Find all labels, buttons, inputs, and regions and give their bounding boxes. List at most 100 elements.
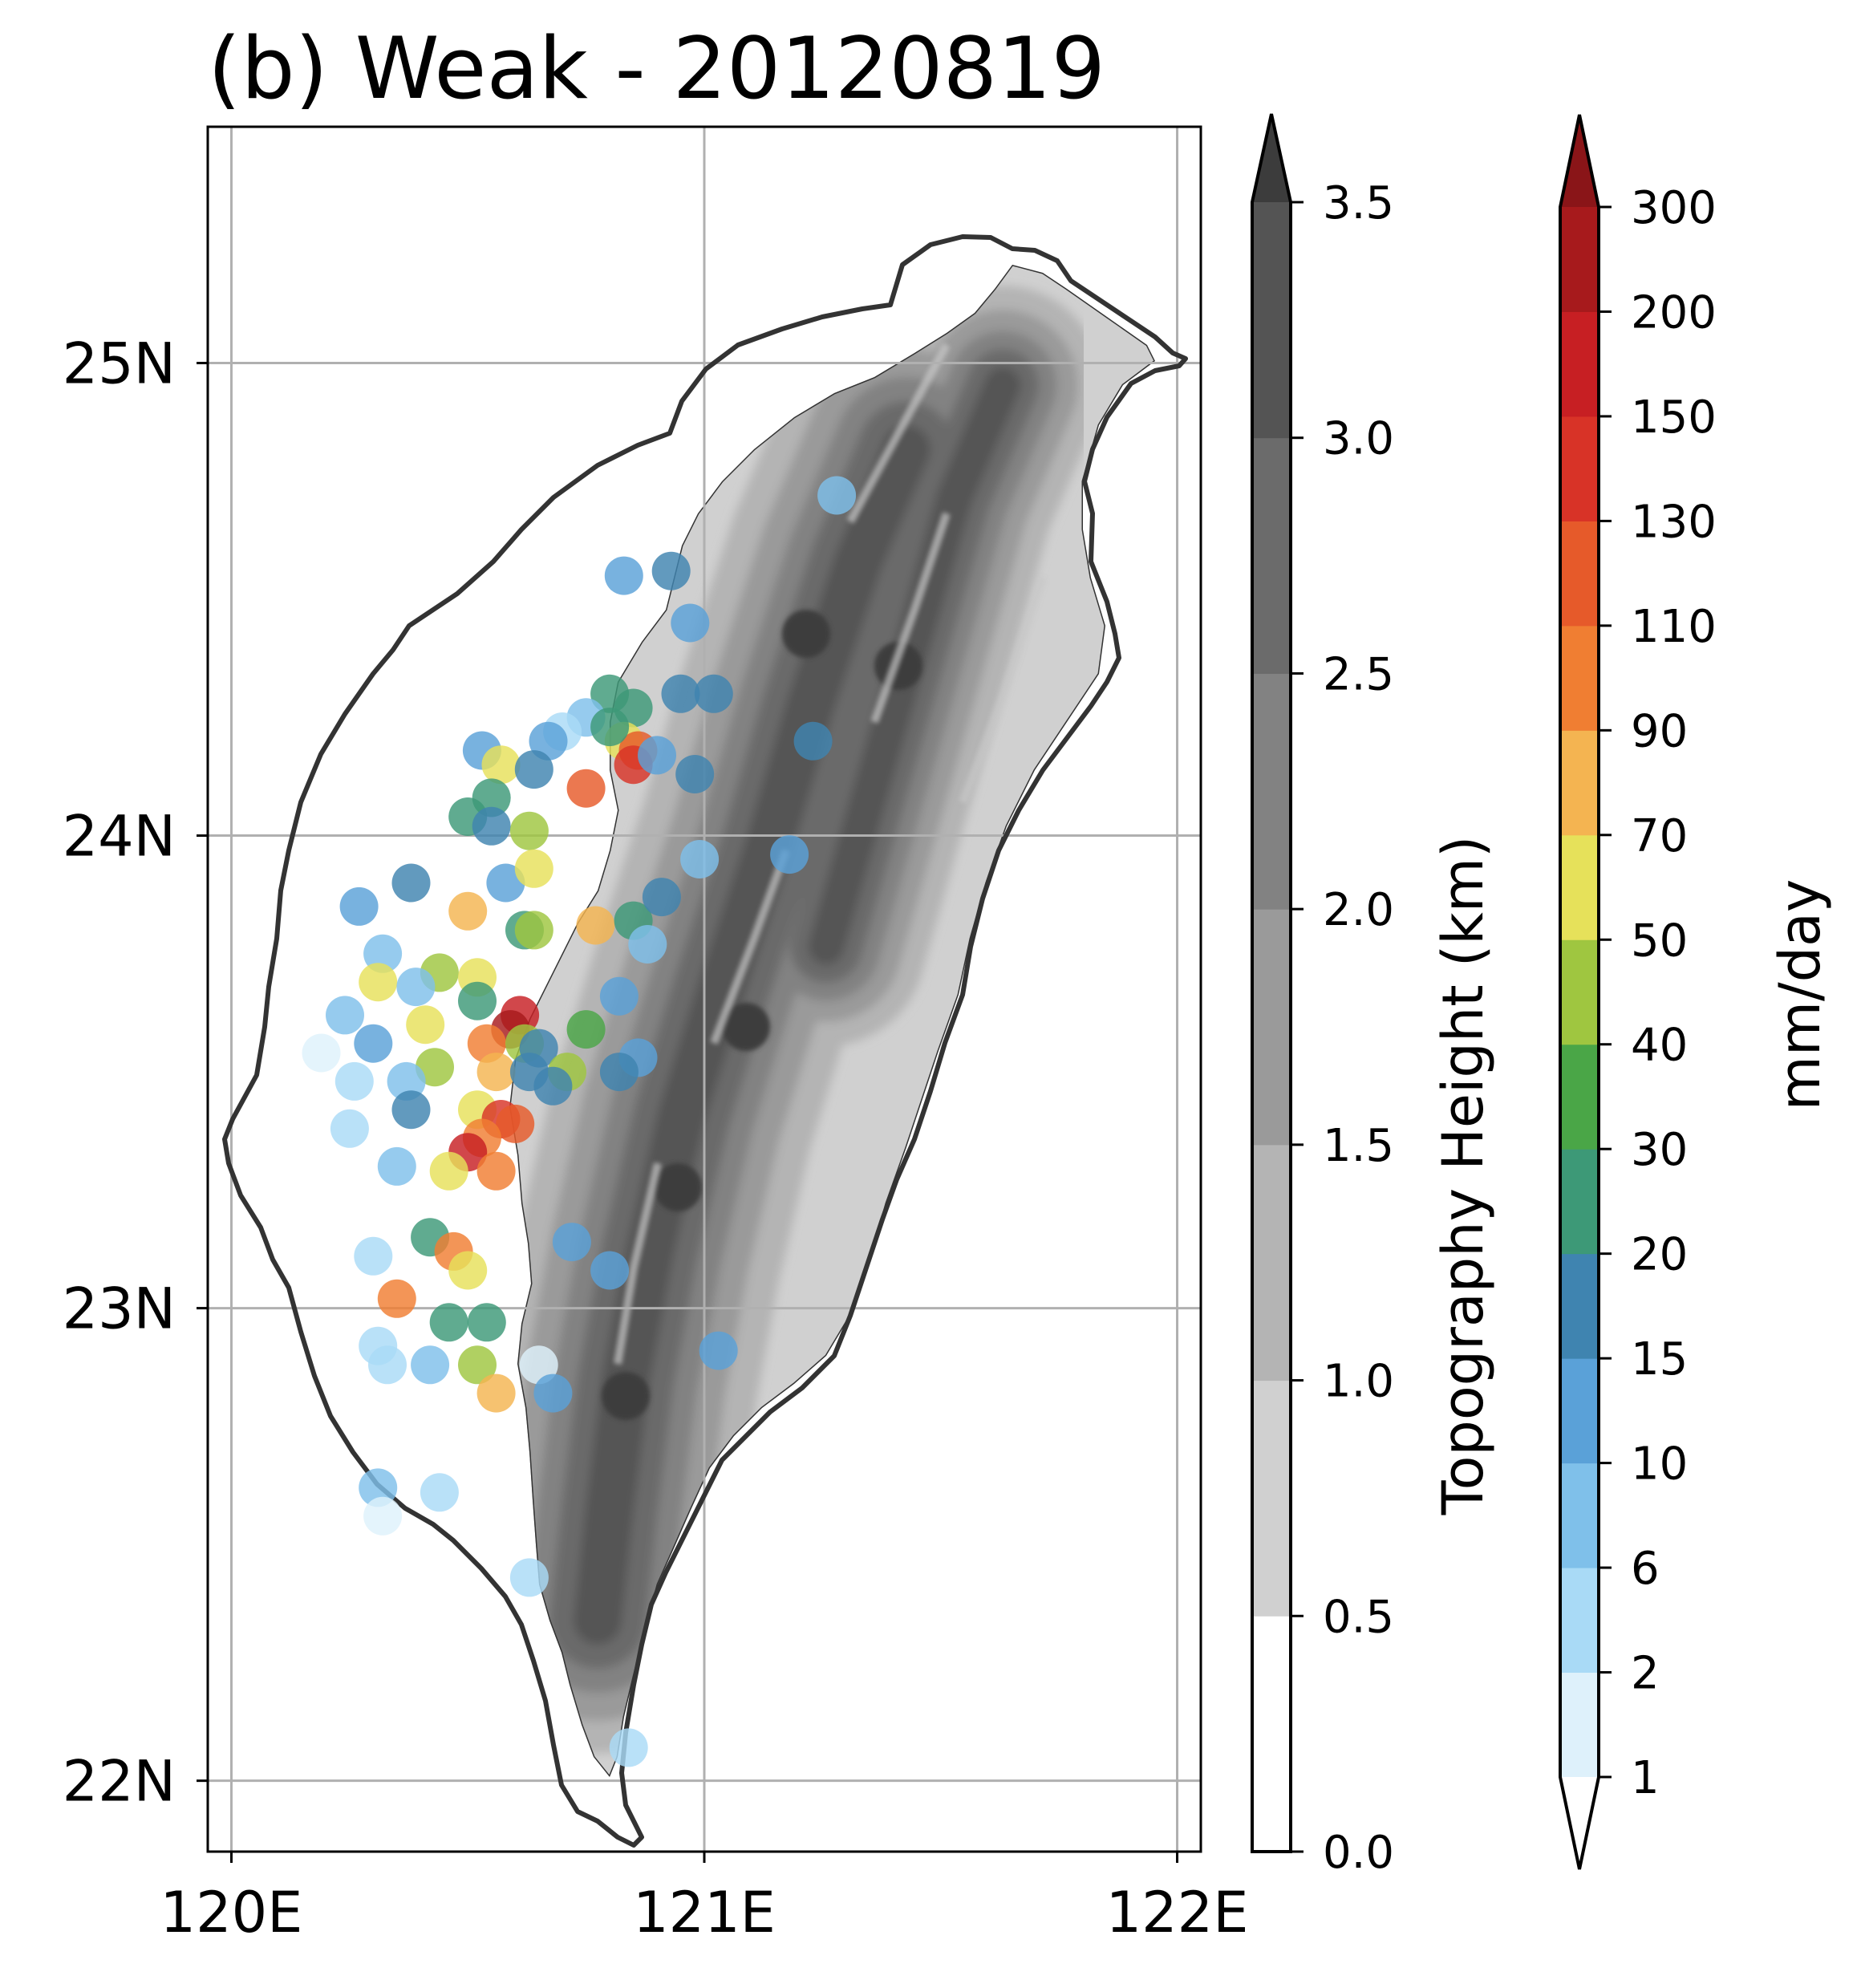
taiwan-coastline [222,234,1188,1848]
rainfall-colorbar-segment [1559,729,1599,836]
rain-station [387,1061,426,1101]
rain-station [533,1066,573,1106]
rain-station [566,769,606,808]
rain-station [429,1303,468,1342]
rain-station [481,745,521,785]
rain-station [377,1146,416,1186]
lat-tick-label: 22N [63,1749,176,1815]
map-panel: 120E 121E 122E 25N 24N 23N 22N [63,125,1248,1945]
topography-colorbar-segment [1251,1144,1291,1381]
rainfall-colorbar-tick-label: 10 [1631,1438,1688,1491]
rain-station [326,996,364,1035]
lat-tick-label: 25N [63,331,176,397]
rainfall-colorbar-tick-label: 1 [1631,1752,1660,1804]
rainfall-colorbar-segment [1559,1044,1599,1150]
rainfall-colorbar-segment [1559,939,1599,1045]
rain-station [448,1251,488,1290]
rain-station [406,1005,445,1045]
rain-station [509,1558,549,1597]
rain-station [651,551,691,590]
rainfall-colorbar-tick-label: 6 [1631,1543,1660,1595]
rain-station [514,911,553,950]
rain-station [590,1251,630,1290]
rain-station [476,1053,516,1092]
rainfall-colorbar-label: mm/day [1767,879,1833,1111]
rain-station [770,835,809,874]
rainfall-colorbar-segment [1559,1463,1599,1568]
map-title: (b) Weak - 20120819 [208,19,1105,118]
topography-colorbar-tick-label: 1.0 [1323,1356,1394,1408]
rain-station [590,708,630,747]
rain-station [599,1053,639,1092]
rain-station [675,755,715,793]
rainfall-colorbar-segment [1559,1567,1599,1674]
rainfall-colorbar-tick-label: 40 [1631,1020,1688,1072]
rain-station [533,1373,573,1413]
rainfall-colorbar-tick-label: 20 [1631,1229,1688,1281]
rain-station [368,1345,407,1385]
topography-colorbar: 0.0 0.5 1.0 1.5 2.0 2.5 3.0 3.5 [1251,113,1394,1879]
rainfall-colorbar-tick-label: 90 [1631,705,1688,757]
rain-station [552,1223,591,1262]
topography-colorbar-tick-label: 0.5 [1323,1591,1394,1643]
rain-station [391,1090,431,1130]
rain-station [458,1345,497,1385]
rain-station [694,674,733,713]
topography-colorbar-segment [1251,1380,1291,1617]
rain-station [680,840,720,878]
rain-station [514,849,553,888]
rain-station [509,811,549,850]
rain-station [391,863,431,903]
terrain-valley [959,576,1047,804]
rain-station [359,1468,398,1507]
rainfall-colorbar-segment [1559,520,1599,627]
rainfall-colorbar-segment [1559,1148,1599,1255]
lon-tick-label: 120E [160,1880,303,1945]
rainfall-colorbar-segment [1559,1672,1599,1778]
rainfall-colorbar-tick-label: 200 [1631,286,1717,339]
rainfall-colorbar: 1 2 6 10 15 20 30 40 50 70 90 110 130 150 200 300 [1559,114,1717,1870]
rain-station [476,1151,516,1191]
rain-station [363,934,403,973]
topography-colorbar-tick-label: 3.0 [1323,413,1394,465]
rain-station [817,476,857,515]
terrain-valley [614,1162,662,1365]
rain-station [671,603,710,643]
rain-station [377,1279,416,1318]
rain-station [638,736,676,775]
rainfall-colorbar-tick-label: 30 [1631,1124,1688,1176]
rain-station [354,1236,393,1276]
topography-colorbar-tick-label: 1.5 [1323,1120,1394,1172]
topography-shading [509,265,1155,1777]
terrain-valley [710,849,790,1045]
rainfall-colorbar-tick-label: 150 [1631,392,1717,444]
rain-station [472,806,511,846]
topography-colorbar-extend [1252,114,1291,202]
terrain-peak [722,1003,770,1051]
rain-station [699,1331,738,1370]
latitude-ticks: 25N 24N 23N 22N [63,331,208,1815]
rainfall-colorbar-tick-label: 70 [1631,810,1688,862]
terrain-peak [654,1163,702,1211]
rainfall-colorbar-segment [1559,1357,1599,1464]
terrain-peak [782,610,830,658]
rain-station [411,1345,450,1385]
topography-colorbar-tick-label: 3.5 [1323,177,1394,229]
rainfall-colorbar-tick-label: 130 [1631,496,1717,548]
topography-colorbar-segment [1251,437,1291,674]
rain-station [363,1496,403,1536]
rainfall-colorbar-extend-min [1560,1777,1599,1869]
topography-colorbar-label: Topography Height (km) [1430,836,1496,1516]
rain-station [416,1048,454,1087]
rain-station [566,1010,606,1049]
lon-tick-label: 121E [633,1880,776,1945]
rainfall-colorbar-tick-label: 15 [1631,1333,1688,1386]
rain-station [514,750,553,789]
topography-colorbar-tick-label: 2.5 [1323,648,1394,700]
terrain-band-main [574,425,930,1645]
longitude-ticks: 120E 121E 122E [160,1852,1248,1945]
rainfall-colorbar-segment [1559,206,1599,312]
lat-tick-label: 24N [63,804,176,870]
topography-colorbar-tick-label: 2.0 [1323,884,1394,936]
